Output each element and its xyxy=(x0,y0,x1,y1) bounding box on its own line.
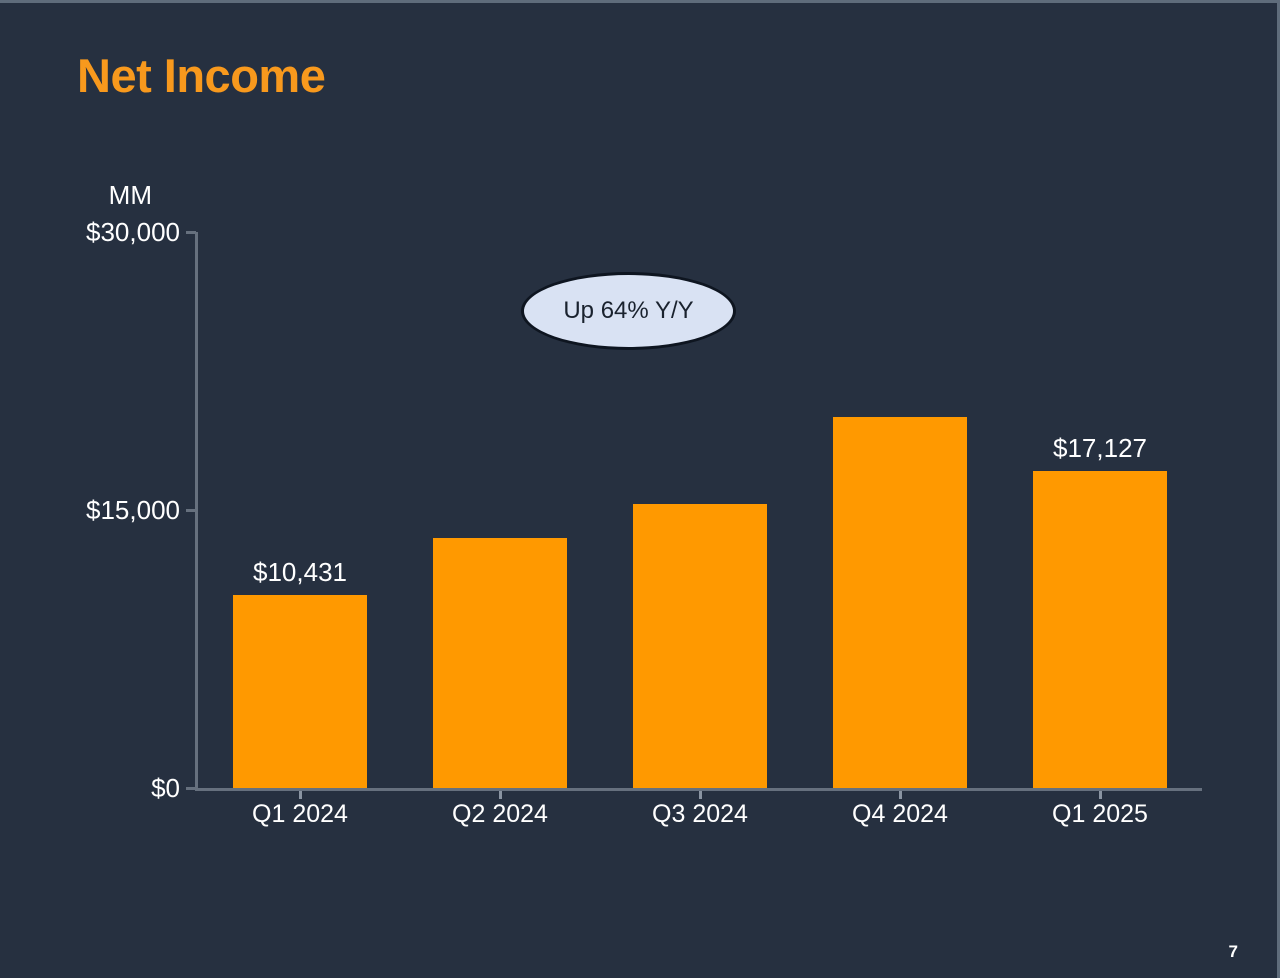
y-axis-unit-label: MM xyxy=(108,180,152,210)
x-axis-label: Q4 2024 xyxy=(852,800,948,828)
bar-q3-2024 xyxy=(633,503,767,788)
x-axis-line xyxy=(195,788,1202,791)
bar-q1-2024 xyxy=(233,594,367,788)
bar-q1-2025 xyxy=(1033,470,1167,788)
x-axis-tick xyxy=(499,791,502,799)
x-axis-tick xyxy=(899,791,902,799)
page-title: Net Income xyxy=(77,49,326,102)
x-axis-tick xyxy=(699,791,702,799)
callout-ellipse: Up 64% Y/Y xyxy=(521,272,736,350)
page-number: 7 xyxy=(1228,942,1238,961)
y-axis-tick-label: $0 xyxy=(151,773,180,803)
x-axis-label: Q3 2024 xyxy=(652,800,748,828)
bar-value-label: $17,127 xyxy=(1053,432,1147,463)
x-axis-tick xyxy=(299,791,302,799)
y-axis-tick-label: $30,000 xyxy=(86,217,180,247)
slide-top-border xyxy=(0,0,1280,3)
y-axis-tick xyxy=(186,231,196,234)
y-axis-line xyxy=(195,232,198,790)
y-axis-tick xyxy=(186,787,196,790)
callout-text: Up 64% Y/Y xyxy=(563,297,694,324)
y-axis-tick xyxy=(186,509,196,512)
bar-q4-2024 xyxy=(833,417,967,788)
slide-right-border xyxy=(1277,0,1280,978)
x-axis-label: Q1 2025 xyxy=(1052,800,1148,828)
x-axis-tick xyxy=(1099,791,1102,799)
bar-q2-2024 xyxy=(433,538,567,788)
x-axis-label: Q2 2024 xyxy=(452,800,548,828)
x-axis-label: Q1 2024 xyxy=(252,800,348,828)
bar-value-label: $10,431 xyxy=(253,556,347,587)
y-axis-tick-label: $15,000 xyxy=(86,495,180,525)
